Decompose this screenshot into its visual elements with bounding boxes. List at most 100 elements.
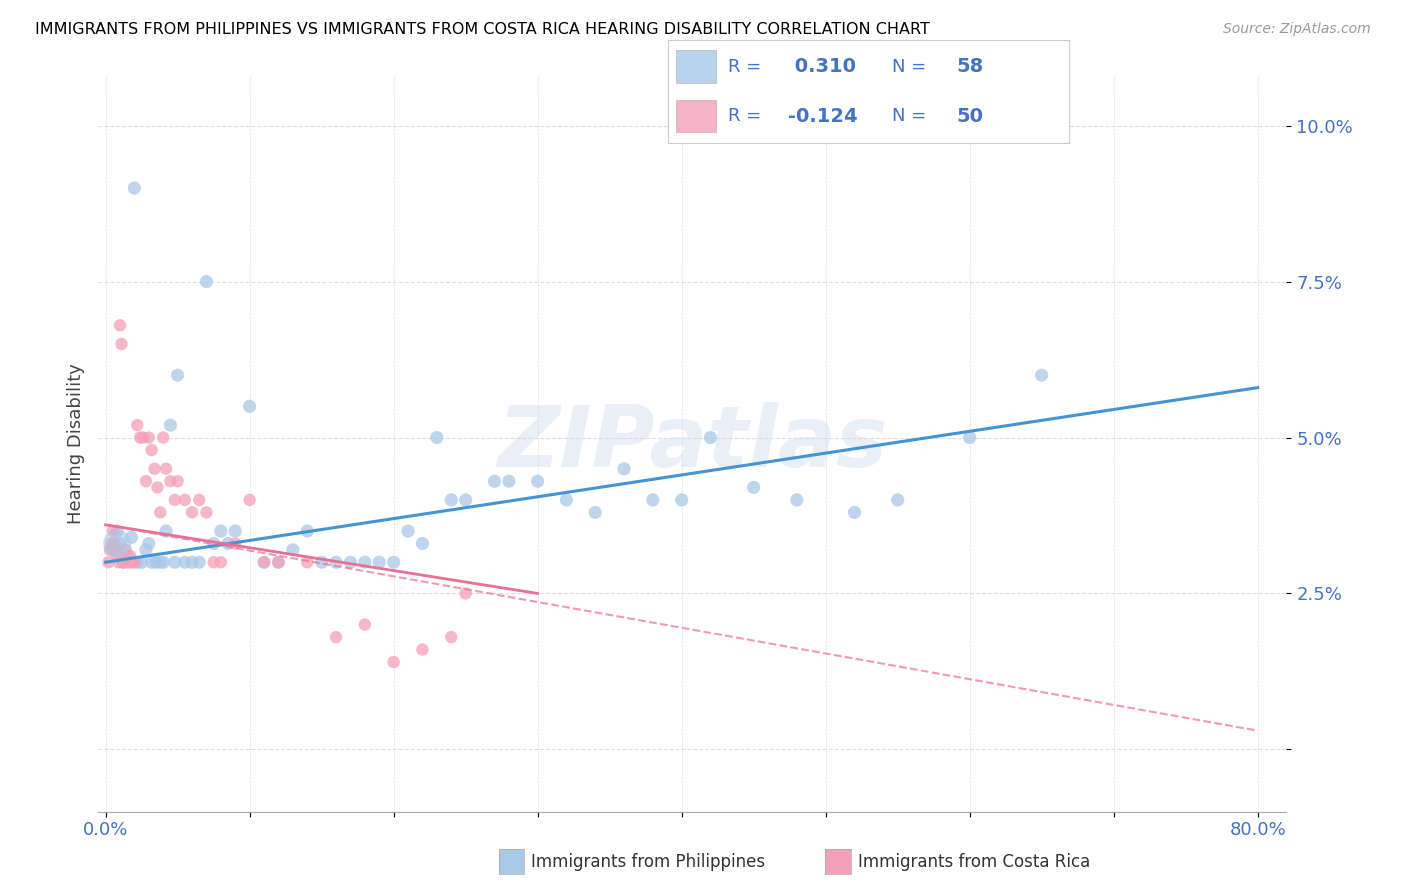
Point <box>699 431 721 445</box>
Point <box>311 555 333 569</box>
Point <box>267 555 290 569</box>
Point <box>104 542 127 557</box>
Point <box>959 431 981 445</box>
Point <box>526 474 548 488</box>
Point <box>138 431 160 445</box>
Point <box>181 555 204 569</box>
Point <box>135 542 157 557</box>
Point <box>163 492 186 507</box>
Point <box>149 505 172 519</box>
Point <box>844 505 866 519</box>
Point <box>105 536 128 550</box>
Text: ZIPatlas: ZIPatlas <box>498 402 887 485</box>
Point <box>98 542 121 557</box>
Point <box>209 524 232 538</box>
Point <box>411 536 433 550</box>
FancyBboxPatch shape <box>676 100 716 132</box>
Point <box>105 524 128 538</box>
Point <box>188 555 211 569</box>
Point <box>411 642 433 657</box>
Point <box>108 536 131 550</box>
Point <box>159 418 181 433</box>
FancyBboxPatch shape <box>676 50 716 83</box>
Point <box>368 555 391 569</box>
Point <box>131 555 153 569</box>
Point <box>115 549 138 563</box>
Point <box>138 536 160 550</box>
Point <box>454 586 477 600</box>
Point <box>121 530 143 544</box>
Point <box>173 492 195 507</box>
Point <box>115 555 138 569</box>
Point <box>396 524 419 538</box>
Point <box>135 474 157 488</box>
Point <box>101 542 124 557</box>
Point <box>111 555 134 569</box>
Point <box>100 536 122 550</box>
Point <box>786 492 808 507</box>
Point <box>107 555 129 569</box>
Point <box>281 542 304 557</box>
Point <box>181 505 204 519</box>
Point <box>111 555 134 569</box>
Point <box>112 555 135 569</box>
Point <box>166 474 188 488</box>
Point <box>498 474 520 488</box>
Point <box>195 275 218 289</box>
Point <box>742 480 765 494</box>
Text: Immigrants from Philippines: Immigrants from Philippines <box>531 853 766 871</box>
Point <box>166 368 188 383</box>
Point <box>886 492 908 507</box>
Point <box>114 542 136 557</box>
Point <box>129 431 152 445</box>
Point <box>105 549 128 563</box>
Point <box>103 536 125 550</box>
Point <box>641 492 664 507</box>
Point <box>145 555 167 569</box>
Text: R =: R = <box>728 107 766 125</box>
Point <box>188 492 211 507</box>
Point <box>202 536 225 550</box>
Point <box>426 431 449 445</box>
Point <box>339 555 361 569</box>
Text: -0.124: -0.124 <box>787 106 858 126</box>
Point <box>127 555 149 569</box>
Point <box>97 555 120 569</box>
Text: IMMIGRANTS FROM PHILIPPINES VS IMMIGRANTS FROM COSTA RICA HEARING DISABILITY COR: IMMIGRANTS FROM PHILIPPINES VS IMMIGRANT… <box>35 22 929 37</box>
Point <box>671 492 693 507</box>
Point <box>239 400 262 414</box>
Point <box>121 555 143 569</box>
Point <box>122 555 145 569</box>
Point <box>141 442 163 457</box>
Point <box>239 492 262 507</box>
Text: N =: N = <box>893 58 932 76</box>
Point <box>325 630 347 644</box>
Text: 0.310: 0.310 <box>787 57 856 77</box>
Point <box>382 555 405 569</box>
Point <box>118 555 141 569</box>
Point <box>583 505 606 519</box>
Point <box>195 505 218 519</box>
Point <box>224 536 246 550</box>
Point <box>124 555 146 569</box>
Point <box>613 461 636 475</box>
Point <box>108 318 131 333</box>
Point <box>440 492 463 507</box>
Point <box>253 555 276 569</box>
Point <box>146 480 169 494</box>
Point <box>267 555 290 569</box>
Text: Immigrants from Costa Rica: Immigrants from Costa Rica <box>858 853 1090 871</box>
Point <box>152 555 174 569</box>
Point <box>152 431 174 445</box>
Text: 50: 50 <box>956 106 983 126</box>
Point <box>141 555 163 569</box>
Point <box>353 555 375 569</box>
Point <box>149 555 172 569</box>
Point <box>555 492 578 507</box>
Point <box>297 555 319 569</box>
Text: R =: R = <box>728 58 766 76</box>
Point <box>325 555 347 569</box>
Point <box>353 617 375 632</box>
Point <box>155 461 177 475</box>
Point <box>127 418 149 433</box>
